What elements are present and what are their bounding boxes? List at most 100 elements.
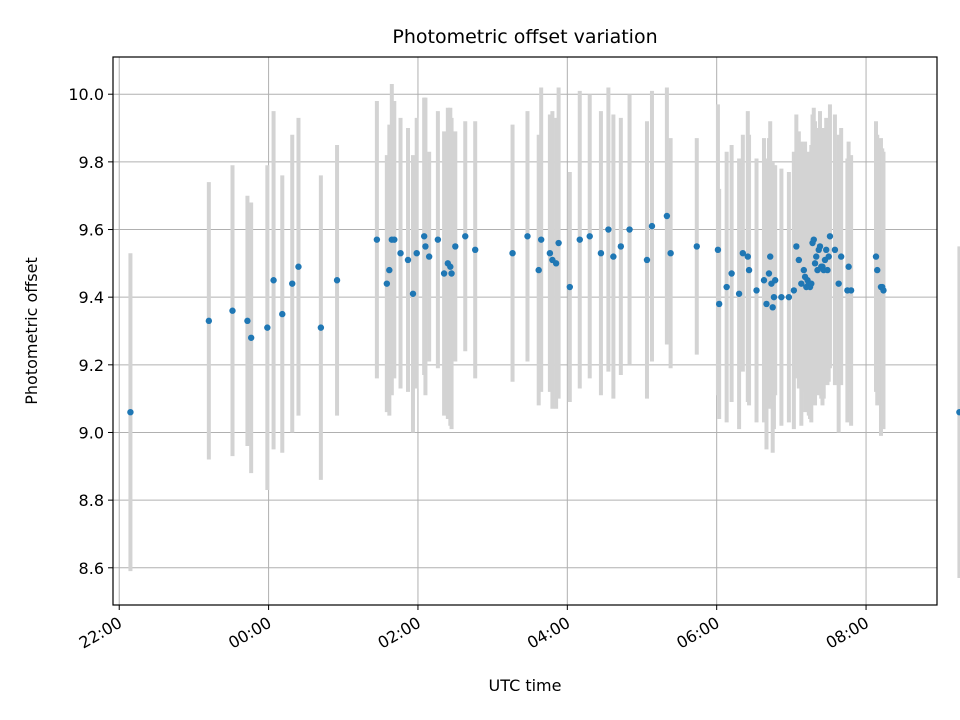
data-point (448, 270, 455, 277)
data-point (785, 293, 793, 301)
y-tick-label: 8.6 (79, 559, 104, 578)
data-point (845, 263, 852, 270)
data-point (798, 280, 805, 287)
data-point (693, 243, 700, 250)
data-point (744, 253, 752, 260)
data-point (874, 266, 881, 274)
data-point (769, 304, 776, 311)
data-point (723, 283, 730, 291)
data-point (317, 324, 325, 331)
data-point (566, 283, 574, 291)
data-point (440, 270, 448, 277)
data-point (333, 277, 341, 284)
y-tick-label: 8.8 (79, 491, 104, 510)
data-point (546, 249, 554, 257)
data-points (127, 212, 960, 416)
data-point (270, 277, 277, 284)
data-point (956, 408, 960, 416)
y-tick-label: 9.2 (79, 356, 104, 375)
data-point (753, 287, 760, 294)
data-point (823, 246, 830, 254)
data-point (810, 236, 817, 243)
y-tick-label: 9.4 (79, 288, 104, 307)
data-point (795, 256, 803, 264)
y-axis-title: Photometric offset (22, 257, 41, 405)
data-point (835, 280, 842, 287)
data-point (447, 263, 454, 270)
data-point (767, 253, 774, 260)
data-point (420, 233, 428, 240)
data-point (872, 253, 880, 260)
data-point (714, 246, 722, 254)
data-point (643, 256, 651, 264)
data-point (373, 236, 381, 243)
data-point (605, 226, 612, 233)
data-point (472, 246, 479, 254)
x-axis-title: UTC time (489, 676, 562, 695)
data-point (229, 307, 236, 314)
y-tick-label: 10.0 (68, 85, 104, 104)
data-point (663, 212, 671, 220)
data-point (295, 263, 302, 270)
data-point (452, 243, 459, 250)
data-point (824, 266, 831, 274)
data-point (800, 266, 808, 274)
data-point (524, 233, 531, 240)
data-point (880, 287, 887, 294)
data-point (391, 236, 398, 243)
y-tick-label: 9.8 (79, 153, 104, 172)
data-point (715, 300, 723, 308)
data-point (552, 260, 560, 267)
data-point (831, 246, 839, 254)
data-point (205, 317, 213, 325)
y-tick-label: 9.0 (79, 423, 104, 442)
data-point (735, 290, 743, 297)
data-point (617, 243, 625, 250)
data-point (422, 243, 429, 250)
data-point (648, 222, 656, 230)
data-point (537, 236, 545, 243)
data-point (289, 280, 296, 287)
data-point (813, 253, 820, 260)
data-point (279, 310, 286, 318)
data-point (626, 226, 633, 233)
data-point (425, 253, 433, 260)
data-point (409, 290, 417, 297)
data-point (825, 253, 832, 260)
data-point (247, 334, 255, 341)
data-point (739, 249, 747, 257)
data-point (244, 317, 251, 325)
data-point (383, 280, 391, 287)
data-point (793, 243, 800, 250)
data-point (127, 408, 134, 416)
data-point (576, 236, 583, 243)
data-point (404, 256, 412, 264)
data-point (837, 253, 845, 260)
data-point (760, 277, 768, 284)
data-point (771, 277, 779, 284)
data-point (667, 249, 674, 257)
data-point (413, 249, 420, 257)
data-point (397, 249, 404, 257)
data-point (586, 233, 593, 240)
data-point (434, 236, 442, 243)
data-point (555, 239, 562, 247)
data-point (745, 266, 753, 274)
data-point (765, 270, 773, 277)
data-point (847, 287, 855, 294)
data-point (816, 243, 824, 250)
data-point (770, 293, 778, 301)
data-point (597, 249, 605, 257)
data-point (763, 300, 770, 308)
data-point (808, 280, 815, 287)
data-point (462, 233, 469, 240)
data-point (790, 287, 798, 294)
y-tick-label: 9.6 (79, 221, 104, 240)
data-point (264, 324, 271, 331)
data-point (386, 266, 393, 274)
data-point (728, 270, 735, 277)
plot-area-frame (112, 56, 938, 606)
data-point (610, 253, 617, 260)
chart-title: Photometric offset variation (392, 26, 657, 48)
